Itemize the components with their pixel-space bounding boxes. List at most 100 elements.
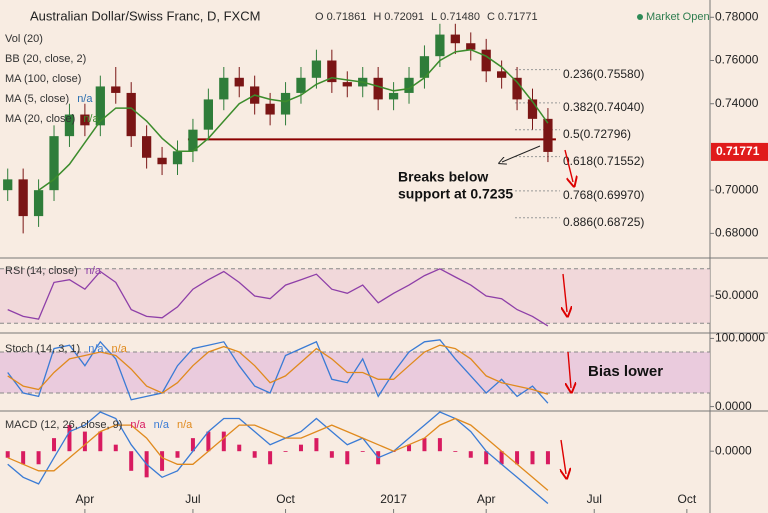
market-status: Market Open	[646, 11, 710, 23]
arrow	[561, 439, 566, 474]
x-tick-label: 2017	[380, 492, 407, 506]
candle-body	[219, 77, 229, 100]
candle-body	[527, 99, 538, 119]
candle-body	[234, 77, 244, 87]
candle-body	[126, 92, 136, 137]
candle-body	[342, 82, 352, 87]
histogram-bar	[453, 451, 458, 452]
fib-label: 0.618(0.71552)	[563, 154, 644, 168]
histogram-bar	[468, 451, 473, 458]
histogram-bar	[221, 431, 226, 452]
legend-text: n/a	[112, 343, 128, 355]
chart-title: Australian Dollar/Swiss Franc, D, FXCM	[30, 8, 260, 23]
candle-body	[157, 157, 167, 165]
histogram-bar	[484, 451, 489, 465]
candle-body	[80, 114, 90, 126]
last-price-tag	[711, 142, 768, 161]
legend-text: MA (5, close)	[5, 93, 69, 105]
legend-text: n/a	[177, 419, 193, 431]
ohlc-key: L	[431, 11, 437, 23]
histogram-bar	[329, 451, 334, 458]
histogram-bar	[206, 431, 211, 452]
legend-text: MA (100, close)	[5, 73, 81, 85]
legend-text: Stoch (14, 3, 1)	[5, 343, 80, 355]
y-tick-label: 0.78000	[715, 9, 759, 23]
candle-body	[3, 179, 13, 191]
marks: Apr Jul Oct 2017 Apr Jul Oct 0.68000 0.70000 0.74…	[0, 9, 768, 513]
legend-text: RSI (14, close)	[5, 265, 78, 277]
legend-text: Vol (20)	[5, 33, 43, 45]
histogram-bar	[422, 438, 427, 452]
candle-body	[265, 103, 275, 115]
legend-text: n/a	[83, 113, 99, 125]
y-tick-label: 0.0000	[715, 399, 752, 413]
candle-body	[435, 34, 445, 57]
histogram-bar	[67, 425, 72, 452]
candle-body	[49, 136, 59, 191]
band-fill	[0, 268, 710, 324]
arrow	[563, 273, 567, 312]
legend-text: n/a	[130, 419, 146, 431]
annotation: Bias lower	[588, 363, 663, 380]
histogram-bar	[515, 451, 520, 465]
candle-body	[404, 77, 414, 93]
arrow	[568, 351, 571, 388]
histogram-bar	[175, 451, 180, 458]
histogram-bar	[98, 431, 103, 452]
candle-body	[327, 60, 337, 83]
indicator-line	[7, 339, 549, 404]
candle-body	[296, 77, 306, 93]
histogram-bar	[499, 451, 504, 465]
candle-body	[280, 92, 291, 115]
ohlc-value: 0.71480	[440, 11, 480, 23]
histogram-bar	[21, 451, 26, 465]
legend-text: n/a	[86, 265, 102, 277]
ohlc-key: O	[315, 11, 324, 23]
indicator-line	[7, 344, 549, 395]
histogram-bar	[190, 438, 195, 452]
y-tick-label: 0.70000	[715, 182, 759, 196]
histogram-bar	[298, 444, 303, 452]
candle-body	[466, 43, 476, 50]
pointer-arrow	[502, 145, 541, 162]
fib-label: 0.886(0.68725)	[563, 215, 644, 229]
histogram-bar	[52, 438, 57, 452]
ohlc-key: C	[487, 11, 495, 23]
ohlc-value: 0.71771	[498, 11, 538, 23]
macd-line	[7, 411, 549, 504]
legend-text: MA (20, close)	[5, 113, 75, 125]
x-tick-label: Jul	[587, 492, 602, 506]
x-tick-label: Apr	[76, 492, 95, 506]
ohlc-value: 0.71861	[327, 11, 367, 23]
candle-body	[512, 77, 522, 100]
fib-label: 0.5(0.72796)	[563, 127, 631, 141]
legend-text: BB (20, close, 2)	[5, 53, 86, 65]
histogram-bar	[360, 451, 365, 452]
candle-body	[481, 49, 491, 72]
indicator-line	[7, 268, 549, 327]
macd-line	[7, 417, 549, 491]
histogram-bar	[283, 451, 288, 452]
x-tick-label: Jul	[185, 492, 200, 506]
histogram-bar	[5, 451, 10, 458]
candle-body	[188, 129, 198, 152]
histogram-bar	[345, 451, 350, 465]
y-tick-label: 0.0000	[715, 443, 752, 457]
candle-body	[419, 56, 430, 78]
candle-body	[111, 86, 121, 93]
candle-body	[450, 34, 460, 44]
fib-label: 0.768(0.69970)	[563, 188, 644, 202]
candle-body	[388, 92, 399, 100]
status-dot	[637, 14, 643, 20]
histogram-bar	[437, 438, 442, 452]
fib-label: 0.236(0.75580)	[563, 67, 644, 81]
candle-body	[142, 136, 152, 158]
fib-label: 0.382(0.74040)	[563, 100, 644, 114]
legend-text: n/a	[154, 419, 170, 431]
candle-body	[95, 86, 105, 126]
legend-text: MACD (12, 26, close, 9)	[5, 419, 122, 431]
candle-body	[203, 99, 213, 130]
ohlc-value: 0.72091	[384, 11, 424, 23]
y-tick-label: 0.74000	[715, 96, 759, 110]
